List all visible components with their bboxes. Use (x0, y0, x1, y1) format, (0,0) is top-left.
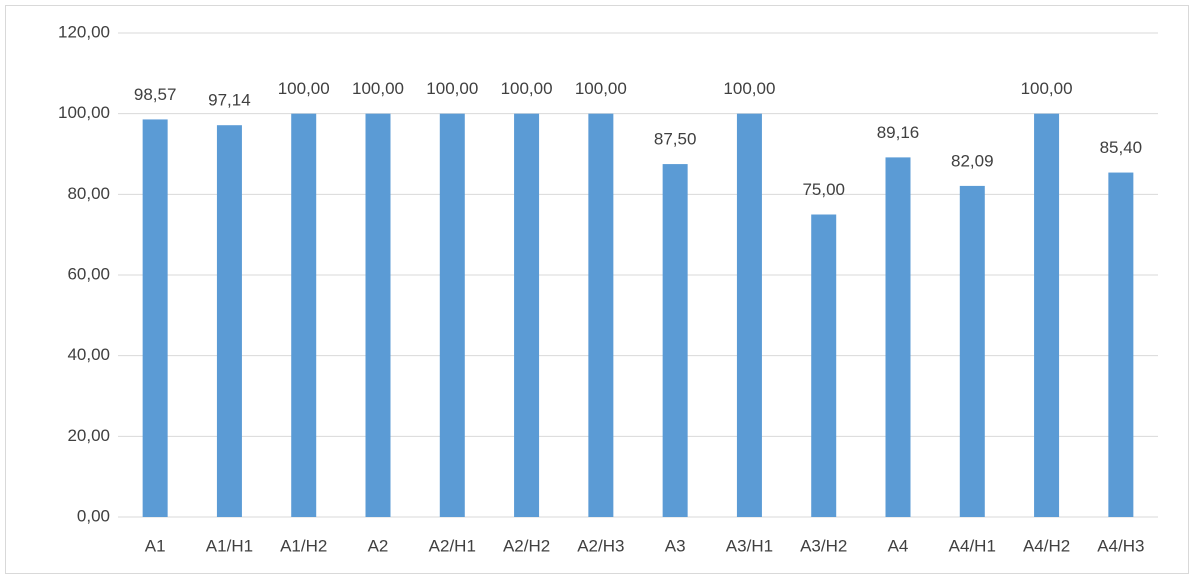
value-label: 98,57 (134, 85, 177, 104)
value-label: 82,09 (951, 151, 994, 170)
value-label: 100,00 (352, 79, 404, 98)
value-label: 100,00 (575, 79, 627, 98)
y-tick-label: 100,00 (58, 103, 110, 122)
y-tick-label: 20,00 (67, 426, 110, 445)
x-tick-label: A1/H2 (280, 536, 327, 555)
value-label: 75,00 (802, 180, 845, 199)
x-tick-label: A4/H1 (949, 536, 996, 555)
bar (811, 214, 837, 517)
value-label: 100,00 (501, 79, 553, 98)
y-tick-label: 40,00 (67, 345, 110, 364)
x-tick-label: A2 (368, 536, 389, 555)
y-tick-label: 80,00 (67, 184, 110, 203)
bar (142, 119, 168, 518)
y-tick-label: 120,00 (58, 22, 110, 41)
x-tick-label: A4/H2 (1023, 536, 1070, 555)
bar (736, 113, 762, 518)
x-tick-label: A4/H3 (1097, 536, 1144, 555)
x-tick-label: A3 (665, 536, 686, 555)
bar (1108, 172, 1134, 517)
bar (439, 113, 465, 518)
x-tick-label: A2/H2 (503, 536, 550, 555)
value-label: 85,40 (1100, 138, 1143, 157)
bar (885, 157, 911, 517)
bar (365, 113, 391, 518)
x-tick-label: A3/H2 (800, 536, 847, 555)
x-tick-label: A2/H3 (577, 536, 624, 555)
value-label: 100,00 (1021, 79, 1073, 98)
value-label: 100,00 (723, 79, 775, 98)
value-label: 89,16 (877, 123, 920, 142)
x-tick-label: A4 (888, 536, 909, 555)
y-tick-label: 0,00 (77, 506, 110, 525)
bar (514, 113, 540, 518)
value-label: 100,00 (278, 79, 330, 98)
x-tick-label: A3/H1 (726, 536, 773, 555)
bar (588, 113, 614, 518)
bar (959, 185, 985, 517)
value-label: 100,00 (426, 79, 478, 98)
x-tick-label: A1 (145, 536, 166, 555)
bar (1034, 113, 1060, 518)
bar (662, 164, 688, 518)
y-tick-label: 60,00 (67, 264, 110, 283)
value-label: 97,14 (208, 91, 251, 110)
value-label: 87,50 (654, 130, 697, 149)
x-tick-label: A1/H1 (206, 536, 253, 555)
bar (216, 125, 242, 518)
bar (291, 113, 317, 518)
x-tick-label: A2/H1 (429, 536, 476, 555)
